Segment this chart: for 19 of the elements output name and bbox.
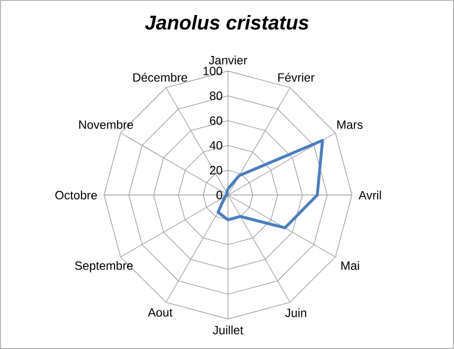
spoke-label: Juillet — [212, 326, 244, 334]
y-tick-label: 100 — [204, 66, 222, 76]
y-tick-label: 80 — [210, 92, 222, 100]
y-tick-label: 60 — [210, 116, 222, 125]
y-tick-label: 20 — [210, 166, 222, 174]
chart-title: Janolus cristatus — [145, 14, 309, 30]
spoke-label: Janvier — [208, 56, 248, 64]
spoke-label: Février — [278, 72, 314, 82]
spoke-label: Octobre — [55, 190, 97, 200]
spoke-label: Juin — [285, 308, 306, 318]
spoke-label: Septembre — [75, 261, 133, 272]
y-tick-label: 0 — [216, 190, 222, 200]
spoke-label: Aout — [148, 308, 172, 317]
spoke-label: Mai — [341, 261, 359, 270]
y-tick-label: 40 — [210, 141, 222, 150]
spoke-label: Décembre — [133, 72, 188, 82]
spoke-label: Mars — [337, 120, 363, 129]
spoke-label: Novembre — [79, 120, 134, 129]
spoke-label: Avril — [358, 190, 381, 200]
